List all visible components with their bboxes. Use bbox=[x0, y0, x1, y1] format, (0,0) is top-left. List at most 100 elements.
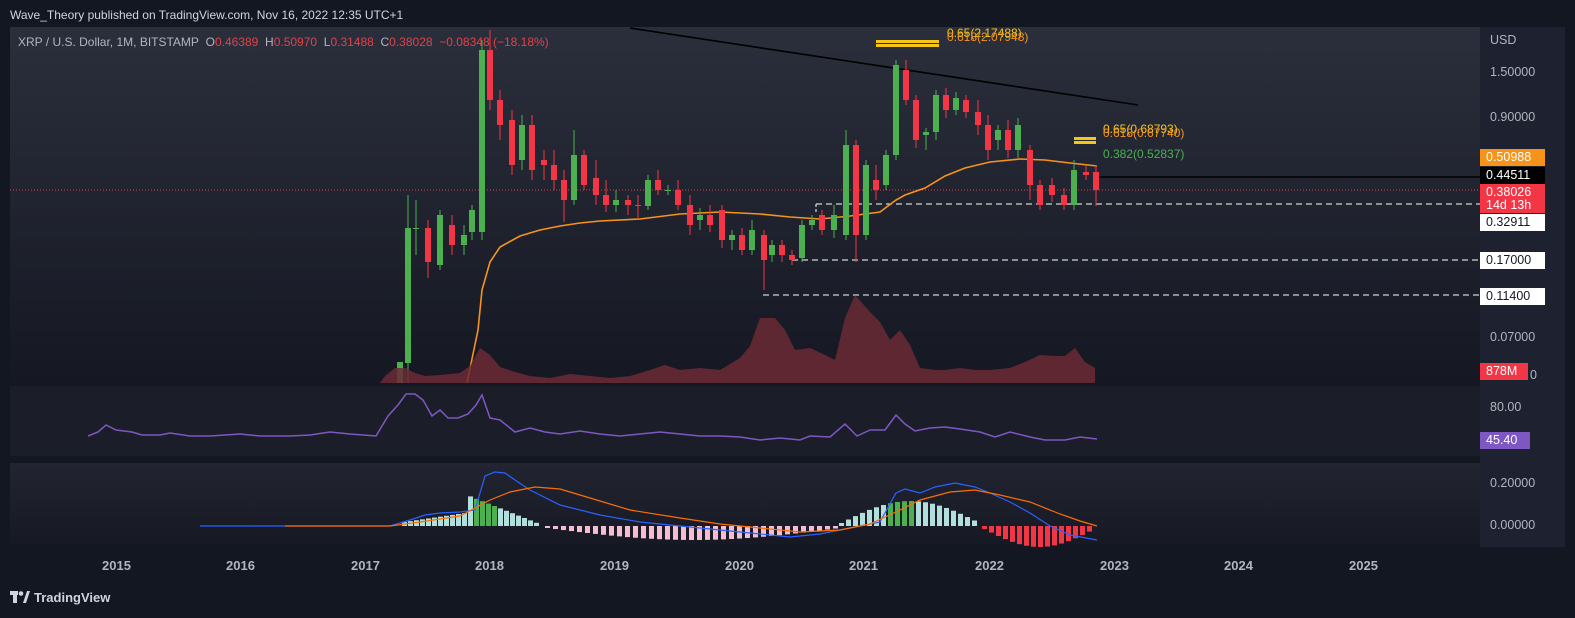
macd-histogram-bar bbox=[1073, 526, 1078, 539]
candle-body bbox=[437, 215, 443, 265]
symbol-title[interactable]: XRP / U.S. Dollar, 1M, BITSTAMP bbox=[18, 35, 199, 49]
macd-histogram-bar bbox=[462, 513, 467, 526]
tradingview-logo-icon bbox=[10, 591, 30, 603]
macd-histogram-bar bbox=[825, 526, 830, 530]
candle-body bbox=[995, 130, 1001, 140]
macd-histogram-bar bbox=[1066, 526, 1071, 542]
macd-histogram-bar bbox=[474, 498, 479, 526]
macd-histogram-bar bbox=[1087, 526, 1092, 532]
candle-body bbox=[761, 235, 767, 260]
macd-histogram-bar bbox=[1031, 526, 1036, 547]
high-value: 0.50970 bbox=[273, 35, 318, 49]
year-label: 2021 bbox=[849, 558, 878, 573]
macd-histogram-bar bbox=[853, 516, 858, 526]
macd-histogram-bar bbox=[1059, 526, 1064, 544]
macd-histogram-bar bbox=[1052, 526, 1057, 546]
macd-histogram-bar bbox=[839, 523, 844, 526]
macd-histogram-bar bbox=[895, 501, 900, 526]
macd-histogram-bar bbox=[982, 526, 987, 529]
macd-histogram-bar bbox=[777, 526, 782, 536]
macd-tick-2: 0.00000 bbox=[1490, 518, 1536, 532]
year-label: 2017 bbox=[351, 558, 380, 573]
candle-body bbox=[883, 155, 889, 185]
year-label: 2025 bbox=[1349, 558, 1378, 573]
macd-histogram-bar bbox=[534, 522, 539, 526]
support-tag-2: 0.17000 bbox=[1480, 252, 1545, 269]
rsi-pane[interactable] bbox=[10, 386, 1480, 456]
time-axis[interactable]: 2015 2016 2017 2018 2019 2020 2021 2022 … bbox=[10, 548, 1565, 584]
tradingview-logo-text: TradingView bbox=[34, 590, 111, 605]
macd-histogram-bar bbox=[801, 526, 806, 533]
price-tick-2: 0.90000 bbox=[1490, 110, 1536, 124]
candle-body bbox=[529, 125, 535, 170]
candle-body bbox=[953, 98, 959, 110]
macd-histogram-bar bbox=[809, 526, 814, 532]
macd-histogram-bar bbox=[989, 526, 994, 533]
line-price-tag: 0.44511 bbox=[1480, 167, 1545, 184]
year-label: 2019 bbox=[600, 558, 629, 573]
candle-body bbox=[831, 215, 837, 230]
macd-histogram-bar bbox=[553, 526, 558, 530]
macd-histogram-bar bbox=[1017, 526, 1022, 545]
macd-histogram-bar bbox=[625, 526, 630, 538]
candle-body bbox=[719, 210, 725, 240]
macd-histogram-bar bbox=[561, 526, 566, 531]
macd-histogram-bar bbox=[902, 501, 907, 526]
candle-body bbox=[1037, 185, 1043, 205]
macd-histogram-bar bbox=[504, 510, 509, 526]
macd-histogram-bar bbox=[996, 526, 1001, 537]
fib-zone-mid bbox=[1074, 137, 1096, 140]
macd-histogram-bar bbox=[753, 526, 758, 538]
candle-body bbox=[645, 180, 651, 206]
candle-body bbox=[461, 235, 467, 245]
tradingview-logo[interactable]: TradingView bbox=[10, 590, 110, 605]
candle-body bbox=[425, 228, 431, 262]
macd-histogram-bar bbox=[450, 514, 455, 526]
rsi-line bbox=[87, 393, 1098, 441]
candle-body bbox=[469, 210, 475, 232]
macd-histogram-bar bbox=[444, 515, 449, 526]
year-label: 2022 bbox=[975, 558, 1004, 573]
candle-body bbox=[625, 200, 631, 205]
resistance-trendline bbox=[629, 27, 1139, 106]
candle-body bbox=[863, 165, 869, 235]
candle-body bbox=[729, 235, 735, 240]
candle-body bbox=[789, 255, 795, 260]
macd-histogram-bar bbox=[972, 520, 977, 526]
candle-body bbox=[613, 200, 619, 205]
fib-label-mid-b: 0.618(0.67740) bbox=[1103, 126, 1185, 140]
candle-body bbox=[603, 195, 609, 205]
candle-body bbox=[843, 145, 849, 235]
candle-body bbox=[509, 120, 515, 165]
macd-histogram-bar bbox=[793, 526, 798, 534]
volume-tag: 878M bbox=[1480, 363, 1528, 380]
candle-body bbox=[1027, 150, 1033, 185]
macd-histogram-bar bbox=[426, 518, 431, 526]
year-label: 2016 bbox=[226, 558, 255, 573]
macd-histogram-bar bbox=[860, 512, 865, 526]
support-tag-3: 0.11400 bbox=[1480, 288, 1545, 305]
open-value: 0.46389 bbox=[214, 35, 259, 49]
candle-body bbox=[581, 155, 587, 185]
macd-histogram-bar bbox=[486, 503, 491, 526]
macd-histogram-bar bbox=[1038, 526, 1043, 547]
candle-body bbox=[903, 70, 909, 100]
macd-histogram-bar bbox=[593, 526, 598, 534]
macd-tick-1: 0.20000 bbox=[1490, 476, 1536, 490]
macd-histogram-bar bbox=[958, 513, 963, 526]
price-axis[interactable] bbox=[1480, 27, 1565, 547]
macd-histogram-bar bbox=[1045, 526, 1050, 547]
low-label: L bbox=[323, 35, 331, 49]
macd-histogram-bar bbox=[617, 526, 622, 537]
close-label: C bbox=[380, 35, 390, 49]
candle-body bbox=[449, 225, 455, 245]
price-pane[interactable] bbox=[10, 27, 1480, 383]
price-tick-1: 1.50000 bbox=[1490, 65, 1536, 79]
macd-histogram-bar bbox=[729, 526, 734, 540]
countdown-tag: 14d 13h bbox=[1480, 198, 1545, 213]
macd-histogram-bar bbox=[438, 516, 443, 526]
macd-histogram-bar bbox=[923, 502, 928, 526]
candle-body bbox=[655, 180, 661, 190]
candle-body bbox=[913, 100, 919, 140]
candle-body bbox=[1049, 185, 1055, 195]
